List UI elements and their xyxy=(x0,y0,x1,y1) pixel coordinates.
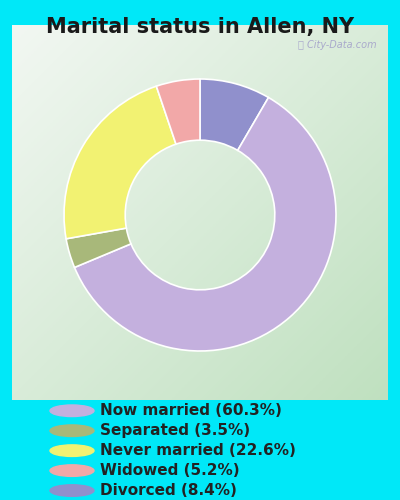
Wedge shape xyxy=(74,98,336,351)
Circle shape xyxy=(50,485,94,496)
Text: Never married (22.6%): Never married (22.6%) xyxy=(100,443,296,458)
Text: Widowed (5.2%): Widowed (5.2%) xyxy=(100,463,240,478)
Circle shape xyxy=(50,465,94,476)
Wedge shape xyxy=(200,79,268,150)
Circle shape xyxy=(50,445,94,456)
Text: Separated (3.5%): Separated (3.5%) xyxy=(100,423,250,438)
Wedge shape xyxy=(64,86,176,239)
Text: ⓘ City-Data.com: ⓘ City-Data.com xyxy=(298,40,377,50)
Circle shape xyxy=(50,425,94,436)
Text: Now married (60.3%): Now married (60.3%) xyxy=(100,403,282,418)
Circle shape xyxy=(50,405,94,416)
Text: Marital status in Allen, NY: Marital status in Allen, NY xyxy=(46,18,354,38)
Wedge shape xyxy=(66,228,131,268)
Wedge shape xyxy=(156,79,200,144)
Text: Divorced (8.4%): Divorced (8.4%) xyxy=(100,483,237,498)
